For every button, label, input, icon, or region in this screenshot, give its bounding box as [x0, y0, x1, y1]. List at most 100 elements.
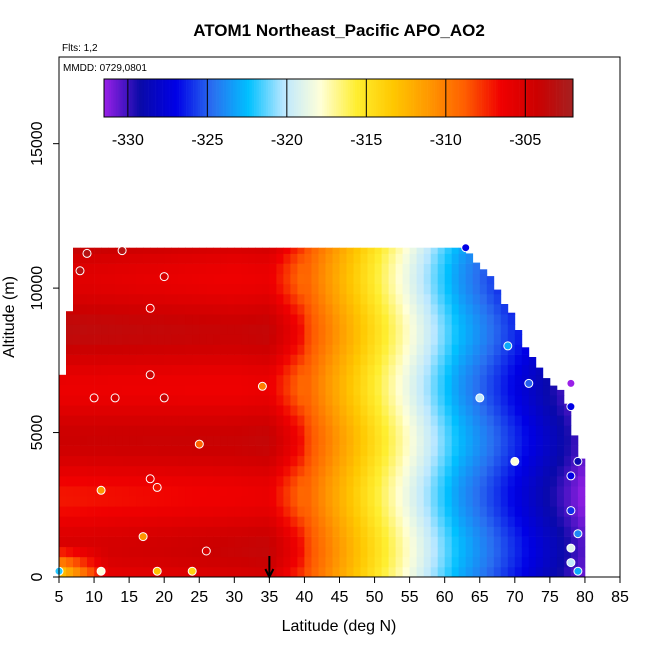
heatmap-cell: [430, 465, 439, 477]
heatmap-cell: [94, 304, 102, 315]
heatmap-cell: [458, 273, 467, 285]
heatmap-cell: [318, 526, 326, 537]
heatmap-cell: [234, 496, 242, 507]
heatmap-cell: [472, 324, 481, 335]
heatmap-cell: [213, 546, 221, 558]
heatmap-cell: [255, 486, 263, 497]
heatmap-cell: [409, 384, 417, 396]
heatmap-cell: [297, 566, 305, 578]
heatmap-cell: [556, 546, 565, 558]
heatmap-cell: [311, 354, 319, 366]
heatmap-cell: [395, 344, 403, 355]
heatmap-cell: [283, 253, 291, 264]
heatmap-cell: [360, 247, 368, 254]
heatmap-cell: [80, 304, 88, 315]
heatmap-cell: [220, 374, 228, 386]
heatmap-cell: [556, 496, 565, 507]
heatmap-cell: [150, 314, 158, 325]
heatmap-cell: [192, 273, 200, 285]
heatmap-cell: [59, 395, 67, 406]
colorbar-swatch: [399, 79, 403, 117]
heatmap-cell: [87, 546, 95, 558]
heatmap-cell: [556, 425, 565, 436]
colorbar-swatch: [448, 79, 452, 117]
heatmap-cell: [94, 425, 102, 436]
heatmap-cell: [157, 283, 165, 295]
heatmap-cell: [507, 324, 516, 335]
heatmap-cell: [234, 546, 242, 558]
heatmap-cell: [374, 273, 382, 285]
heatmap-cell: [395, 283, 403, 295]
heatmap-cell: [234, 395, 242, 406]
heatmap-cell: [304, 354, 312, 366]
heatmap-cell: [465, 445, 474, 457]
heatmap-cell: [514, 425, 523, 436]
heatmap-cell: [73, 425, 81, 436]
heatmap-cell: [374, 395, 382, 406]
heatmap-cell: [325, 253, 333, 264]
heatmap-cell: [311, 304, 319, 315]
heatmap-cell: [395, 253, 403, 264]
heatmap-cell: [339, 374, 347, 386]
heatmap-cell: [199, 435, 207, 446]
heatmap-cell: [493, 344, 502, 355]
heatmap-cell: [178, 486, 186, 497]
heatmap-cell: [255, 526, 263, 537]
heatmap-cell: [73, 486, 81, 497]
heatmap-cell: [402, 263, 410, 275]
heatmap-cell: [297, 354, 305, 366]
heatmap-cell: [521, 475, 530, 487]
heatmap-cell: [325, 516, 333, 527]
heatmap-cell: [227, 435, 235, 446]
heatmap-cell: [276, 415, 284, 426]
heatmap-cell: [234, 506, 242, 517]
heatmap-cell: [185, 536, 193, 548]
heatmap-cell: [157, 425, 165, 436]
heatmap-cell: [437, 506, 446, 517]
heatmap-cell: [115, 283, 123, 295]
heatmap-cell: [325, 283, 333, 295]
colorbar-tick-label: -325: [191, 132, 223, 149]
heatmap-cell: [493, 486, 502, 497]
heatmap-cell: [269, 354, 277, 366]
colorbar-swatch: [549, 79, 553, 117]
heatmap-cell: [360, 435, 368, 446]
heatmap-cell: [318, 465, 326, 477]
heatmap-cell: [577, 546, 586, 558]
heatmap-cell: [479, 384, 488, 396]
colorbar-swatch: [521, 79, 525, 117]
heatmap-cell: [262, 364, 270, 376]
heatmap-cell: [381, 304, 389, 315]
heatmap-cell: [374, 496, 382, 507]
heatmap-cell: [283, 364, 291, 376]
heatmap-cell: [430, 344, 439, 355]
heatmap-cell: [339, 455, 347, 467]
heatmap-cell: [115, 273, 123, 285]
heatmap-cell: [283, 546, 291, 558]
heatmap-cell: [129, 374, 137, 386]
heatmap-cell: [171, 304, 179, 315]
colorbar-swatch: [371, 79, 374, 117]
heatmap-cell: [157, 556, 165, 568]
heatmap-cell: [122, 425, 130, 436]
heatmap-cell: [129, 283, 137, 295]
heatmap-cell: [577, 475, 586, 487]
heatmap-cell: [367, 273, 375, 285]
heatmap-cell: [374, 334, 382, 345]
heatmap-cell: [507, 314, 516, 325]
heatmap-cell: [94, 364, 102, 376]
heatmap-cell: [493, 354, 502, 366]
heatmap-cell: [339, 247, 347, 254]
colorbar-swatch: [565, 79, 569, 117]
heatmap-cell: [129, 354, 137, 366]
heatmap-cell: [423, 384, 432, 396]
heatmap-cell: [353, 556, 361, 568]
heatmap-cell: [437, 344, 446, 355]
heatmap-cell: [339, 253, 347, 264]
heatmap-cell: [220, 273, 228, 285]
heatmap-cell: [157, 455, 165, 467]
heatmap-cell: [276, 556, 284, 568]
heatmap-cell: [66, 475, 74, 487]
heatmap-cell: [227, 516, 235, 527]
heatmap-cell: [423, 334, 432, 345]
